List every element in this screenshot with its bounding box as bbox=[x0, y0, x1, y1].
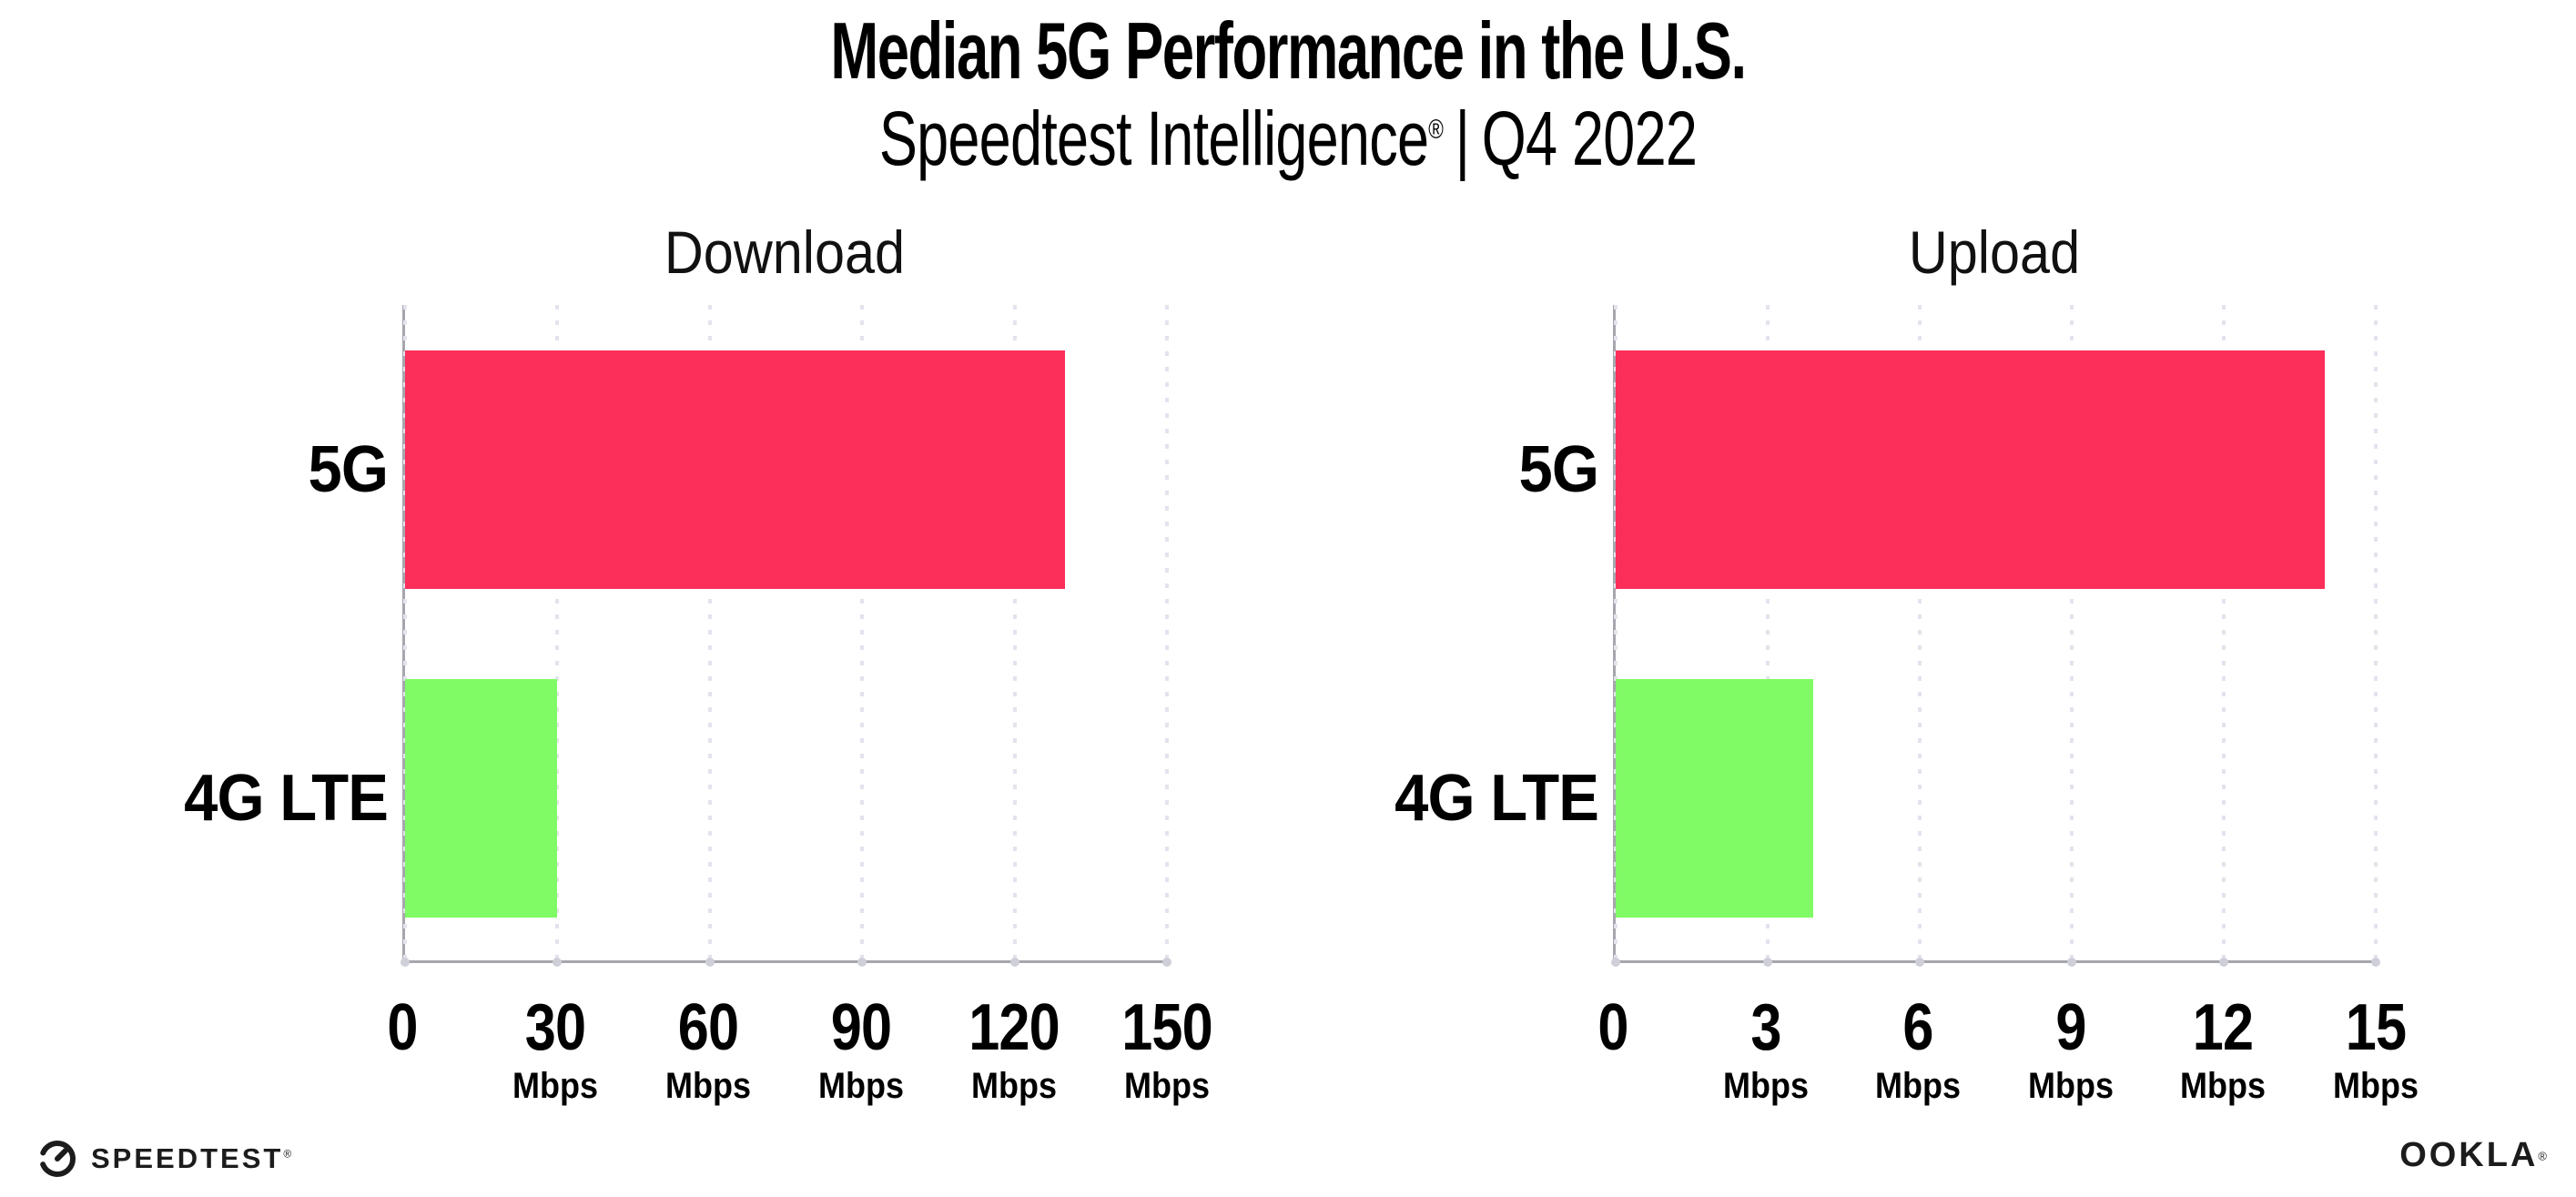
gridline bbox=[707, 305, 712, 960]
category-label-5g: 5G bbox=[308, 433, 389, 506]
bar-4g-lte bbox=[1616, 679, 1814, 918]
upload-plot-area bbox=[1611, 305, 2380, 967]
gridline bbox=[403, 305, 407, 960]
gridline bbox=[2222, 305, 2226, 960]
x-tick-value: 9 bbox=[2055, 991, 2086, 1064]
x-tick-label: 150 Mbps bbox=[1113, 992, 1220, 1107]
gridline bbox=[1766, 305, 1770, 960]
x-tick-unit: Mbps bbox=[2180, 1066, 2267, 1106]
subtitle-period: Q4 2022 bbox=[1481, 96, 1698, 181]
registered-mark-icon: ® bbox=[1428, 115, 1444, 145]
axis-tick-dot bbox=[705, 958, 715, 967]
axis-tick-dot bbox=[1763, 958, 1772, 967]
x-tick-unit: Mbps bbox=[665, 1066, 751, 1106]
axis-tick-dot bbox=[2067, 958, 2076, 967]
axis-tick-dot bbox=[1611, 958, 1620, 967]
bar-4g-lte bbox=[405, 679, 558, 918]
gridline bbox=[860, 305, 865, 960]
page-title: Median 5G Performance in the U.S. bbox=[830, 5, 1747, 96]
gridline bbox=[1918, 305, 1922, 960]
x-tick-value: 150 bbox=[1121, 991, 1212, 1064]
x-tick-unit: Mbps bbox=[1123, 1066, 1210, 1106]
gridline bbox=[555, 305, 560, 960]
gridline bbox=[1165, 305, 1169, 960]
axis-tick-dot bbox=[401, 958, 410, 967]
speedtest-logo: SPEEDTEST® bbox=[36, 1138, 294, 1180]
x-tick-unit: Mbps bbox=[2333, 1066, 2419, 1106]
axis-tick-dot bbox=[553, 958, 563, 967]
x-tick-value: 120 bbox=[969, 991, 1060, 1064]
category-label-4g-lte: 4G LTE bbox=[184, 762, 389, 835]
x-tick-label: 3 Mbps bbox=[1718, 992, 1812, 1107]
x-tick-unit: Mbps bbox=[818, 1066, 904, 1106]
axis-tick-dot bbox=[857, 958, 867, 967]
subtitle-brand: Speedtest Intelligence bbox=[878, 96, 1429, 181]
gridline bbox=[1614, 305, 1618, 960]
axis-tick-dot bbox=[1915, 958, 1924, 967]
upload-chart-title: Upload bbox=[1908, 218, 2081, 286]
x-tick-value: 90 bbox=[830, 991, 892, 1064]
x-tick-label: 0 bbox=[384, 992, 420, 1063]
x-tick-unit: Mbps bbox=[1875, 1066, 1962, 1106]
registered-mark-icon: ® bbox=[2538, 1149, 2547, 1163]
category-label-5g: 5G bbox=[1518, 433, 1599, 506]
bar-5g bbox=[1616, 350, 2326, 589]
x-tick-label: 9 Mbps bbox=[2023, 992, 2118, 1107]
x-tick-label: 15 Mbps bbox=[2328, 992, 2423, 1107]
x-tick-label: 120 Mbps bbox=[960, 992, 1067, 1107]
x-tick-label: 30 Mbps bbox=[508, 992, 603, 1107]
x-tick-value: 0 bbox=[387, 991, 418, 1064]
registered-mark-icon: ® bbox=[283, 1147, 295, 1161]
x-tick-label: 12 Mbps bbox=[2175, 992, 2270, 1107]
upload-x-axis-labels: 0 3 Mbps 6 Mbps 9 Mbps 12 Mbps 15 Mbps bbox=[1597, 992, 2419, 1138]
x-tick-value: 6 bbox=[1902, 991, 1934, 1064]
bar-5g bbox=[405, 350, 1066, 589]
ookla-logo: OOKLA® bbox=[2399, 1136, 2547, 1175]
gridline bbox=[1012, 305, 1017, 960]
page-subtitle: Speedtest Intelligence® | Q4 2022 bbox=[322, 95, 2255, 182]
x-tick-label: 60 Mbps bbox=[661, 992, 756, 1107]
ookla-wordmark: OOKLA bbox=[2399, 1136, 2539, 1174]
x-tick-value: 60 bbox=[677, 991, 739, 1064]
gridline bbox=[2070, 305, 2074, 960]
speedtest-gauge-icon bbox=[39, 1141, 76, 1177]
x-tick-label: 90 Mbps bbox=[814, 992, 908, 1107]
x-tick-value: 30 bbox=[524, 991, 586, 1064]
download-chart-title: Download bbox=[664, 218, 906, 286]
x-tick-value: 15 bbox=[2345, 991, 2407, 1064]
gridline bbox=[2374, 305, 2378, 960]
x-tick-unit: Mbps bbox=[970, 1066, 1057, 1106]
x-tick-label: 6 Mbps bbox=[1871, 992, 1965, 1107]
x-tick-unit: Mbps bbox=[2027, 1066, 2114, 1106]
x-tick-unit: Mbps bbox=[1722, 1066, 1809, 1106]
x-tick-unit: Mbps bbox=[512, 1066, 598, 1106]
speedtest-wordmark: SPEEDTEST® bbox=[91, 1142, 295, 1174]
axis-tick-dot bbox=[1162, 958, 1171, 967]
download-x-axis-labels: 0 30 Mbps 60 Mbps 90 Mbps 120 Mbps 150 Mbps bbox=[387, 992, 1212, 1138]
axis-tick-dot bbox=[2371, 958, 2380, 967]
x-tick-value: 0 bbox=[1597, 991, 1628, 1064]
x-tick-value: 12 bbox=[2193, 991, 2254, 1064]
axis-tick-dot bbox=[2219, 958, 2228, 967]
download-plot-area bbox=[401, 305, 1171, 967]
x-tick-label: 0 bbox=[1595, 992, 1630, 1063]
subtitle-separator: | bbox=[1455, 96, 1470, 181]
axis-tick-dot bbox=[1009, 958, 1019, 967]
category-label-4g-lte: 4G LTE bbox=[1394, 762, 1599, 835]
x-tick-value: 3 bbox=[1749, 991, 1781, 1064]
